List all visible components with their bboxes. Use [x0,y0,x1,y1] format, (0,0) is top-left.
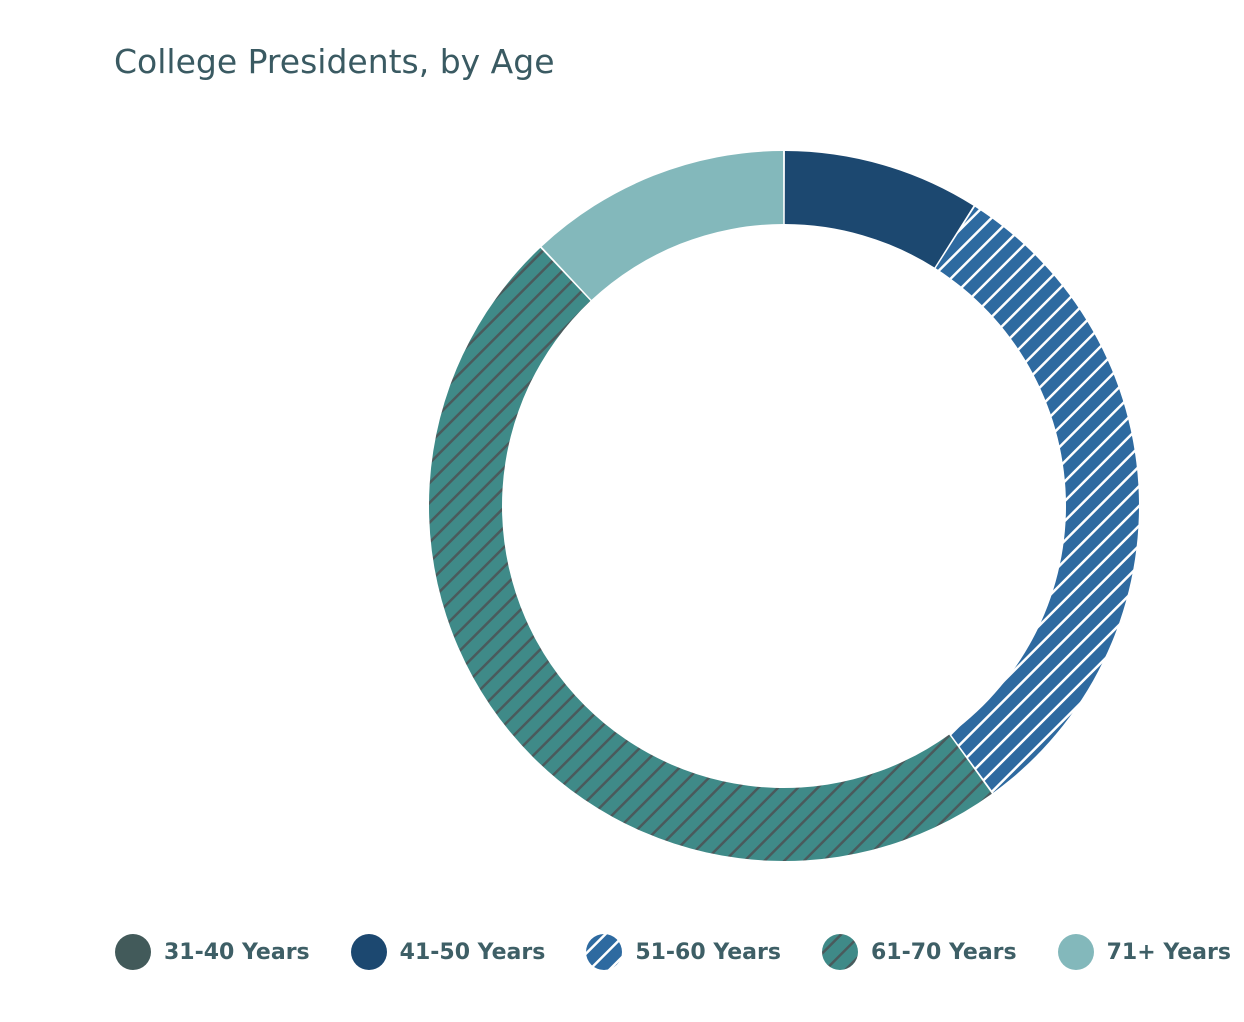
donut-slices [429,151,1139,861]
legend-item[interactable]: 71+ Years [1057,933,1231,971]
legend-swatch [586,934,623,970]
legend-swatch [821,934,858,970]
legend-label: 71+ Years [1106,939,1231,965]
legend-label: 41-50 Years [399,939,546,965]
legend-label: 61-70 Years [870,939,1017,965]
legend-item[interactable]: 61-70 Years [821,933,1017,971]
donut-slice-51-60-years[interactable] [935,206,1139,793]
legend-item[interactable]: 51-60 Years [585,933,781,971]
legend-swatch [115,934,151,970]
legend-label: 31-40 Years [164,939,310,965]
legend-swatch [1057,934,1094,970]
legend-item[interactable]: 31-40 Years [114,933,310,971]
donut-slice-41-50-years[interactable] [784,151,974,268]
chart-legend: 31-40 Years 41-50 Years 51-60 Years 61-70 Y… [114,930,1231,974]
legend-item[interactable]: 41-50 Years [350,933,546,971]
donut-slice-61-70-years[interactable] [429,247,992,861]
chart-title: College Presidents, by Age [114,42,555,81]
legend-label: 51-60 Years [635,939,781,965]
donut-slice-71-years[interactable] [541,151,784,300]
legend-swatch [350,934,387,970]
